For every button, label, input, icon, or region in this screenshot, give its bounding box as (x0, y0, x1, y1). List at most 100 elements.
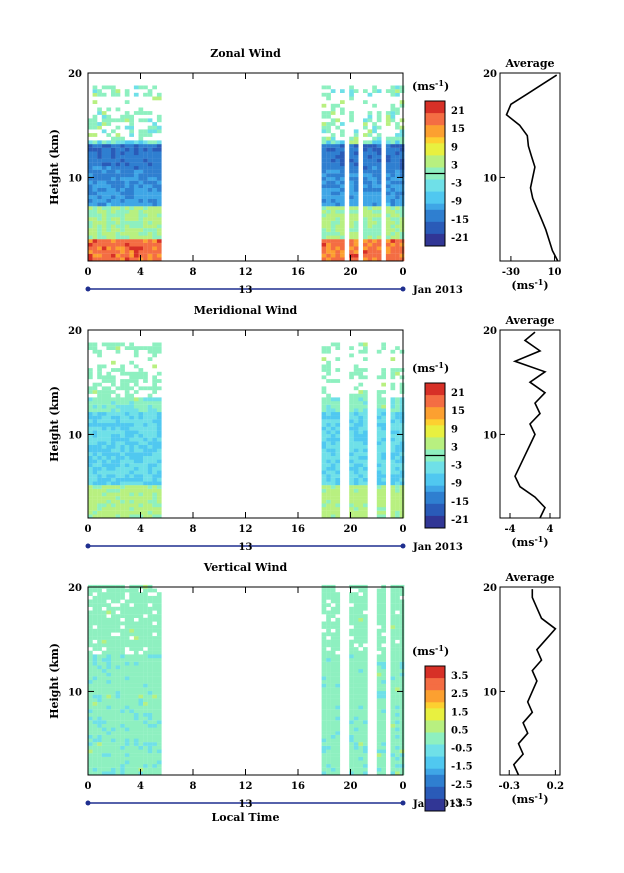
heatmap-cell (147, 147, 153, 152)
heatmap-cell (321, 731, 327, 735)
heatmap-cell (143, 162, 148, 167)
heatmap-cell (381, 734, 386, 739)
heatmap-cell (321, 158, 327, 163)
heatmap-cell (92, 184, 98, 188)
heatmap-cell (129, 625, 134, 629)
heatmap-cell (147, 488, 153, 493)
heatmap-cell (390, 595, 396, 600)
heatmap-cell (111, 716, 116, 721)
heatmap-cell (138, 669, 144, 673)
heatmap-cell (115, 246, 121, 251)
heatmap-cell (372, 125, 377, 130)
profile-frame (499, 329, 561, 519)
heatmap-cell (376, 514, 382, 519)
heatmap-cell (101, 448, 107, 453)
heatmap-cell (138, 694, 144, 699)
heatmap-cell (390, 408, 396, 413)
heatmap-cell (353, 213, 359, 218)
heatmap-cell (340, 195, 345, 199)
heatmap-cell (321, 242, 327, 247)
heatmap-cell (156, 166, 162, 170)
heatmap-cell (385, 111, 391, 115)
heatmap-cell (363, 191, 368, 196)
heatmap-cell (106, 107, 112, 112)
heatmap-cell (399, 433, 405, 438)
heatmap-cell (143, 92, 148, 97)
heatmap-cell (390, 140, 396, 145)
heatmap-cell (399, 621, 405, 626)
heatmap-cell (133, 488, 139, 493)
heatmap-cell (143, 712, 148, 717)
heatmap-cell (147, 140, 153, 145)
heatmap-cell (330, 166, 336, 170)
heatmap-cell (97, 437, 102, 442)
heatmap-cell (330, 408, 336, 413)
heatmap-cell (138, 606, 144, 611)
heatmap-cell (335, 441, 341, 445)
heatmap-cell (390, 496, 396, 500)
heatmap-cell (367, 133, 373, 137)
heatmap-cell (376, 423, 382, 427)
heatmap-cell (340, 129, 345, 134)
profile-x-tick-label: -0.3 (498, 781, 520, 792)
heatmap-cell (138, 712, 144, 717)
heatmap-cell (326, 187, 331, 192)
heatmap-cell (353, 257, 359, 262)
heatmap-cell (101, 712, 107, 717)
heatmap-cell (156, 401, 162, 405)
heatmap-cell (111, 481, 116, 486)
heatmap-cell (152, 423, 157, 427)
unit-prefix: (ms (412, 362, 435, 375)
heatmap-cell (372, 122, 377, 126)
heatmap-cell (353, 235, 359, 240)
heatmap-cell (106, 371, 112, 376)
heatmap-cell (124, 423, 130, 427)
heatmap-cell (335, 503, 341, 508)
heatmap-cell (97, 224, 102, 229)
heatmap-cell (399, 756, 405, 761)
heatmap-cell (124, 716, 130, 721)
heatmap-cell (97, 738, 102, 743)
heatmap-cell (152, 408, 157, 413)
heatmap-cell (395, 452, 400, 456)
heatmap-cell (376, 180, 382, 185)
heatmap-cell (97, 430, 102, 435)
heatmap-cell (349, 448, 354, 453)
heatmap-cell (376, 654, 382, 659)
heatmap-cell (101, 756, 107, 761)
heatmap-cell (152, 187, 157, 192)
heatmap-cell (376, 488, 382, 493)
heatmap-cell (88, 408, 93, 413)
heatmap-cell (115, 455, 121, 460)
colorbar-tick-label: -3 (451, 461, 462, 472)
heatmap-cell (353, 220, 359, 225)
heatmap-cell (111, 85, 116, 90)
heatmap-cell (97, 734, 102, 739)
heatmap-cell (124, 118, 130, 123)
heatmap-cell (156, 180, 162, 185)
x-tick-label: 4 (137, 267, 144, 278)
heatmap-cell (349, 257, 354, 262)
heatmap-cell (390, 701, 396, 706)
heatmap-cell (156, 209, 162, 214)
heatmap-cell (363, 430, 368, 435)
heatmap-cell (152, 466, 157, 471)
heatmap-cell (399, 510, 405, 515)
heatmap-cell (330, 459, 336, 464)
heatmap-cell (115, 669, 121, 673)
heatmap-cell (147, 111, 153, 115)
heatmap-cell (395, 371, 400, 376)
heatmap-cell (120, 198, 125, 203)
heatmap-cell (390, 687, 396, 692)
heatmap-cell (147, 169, 153, 174)
heatmap-cell (330, 470, 336, 475)
heatmap-cell (101, 507, 107, 511)
heatmap-cell (399, 727, 405, 732)
heatmap-cell (353, 89, 359, 93)
colorbar-swatch (425, 197, 445, 205)
heatmap-cell (106, 503, 112, 508)
heatmap-cell (335, 357, 341, 361)
heatmap-cell (101, 253, 107, 258)
heatmap-cell (335, 636, 341, 640)
heatmap-cell (143, 488, 148, 493)
